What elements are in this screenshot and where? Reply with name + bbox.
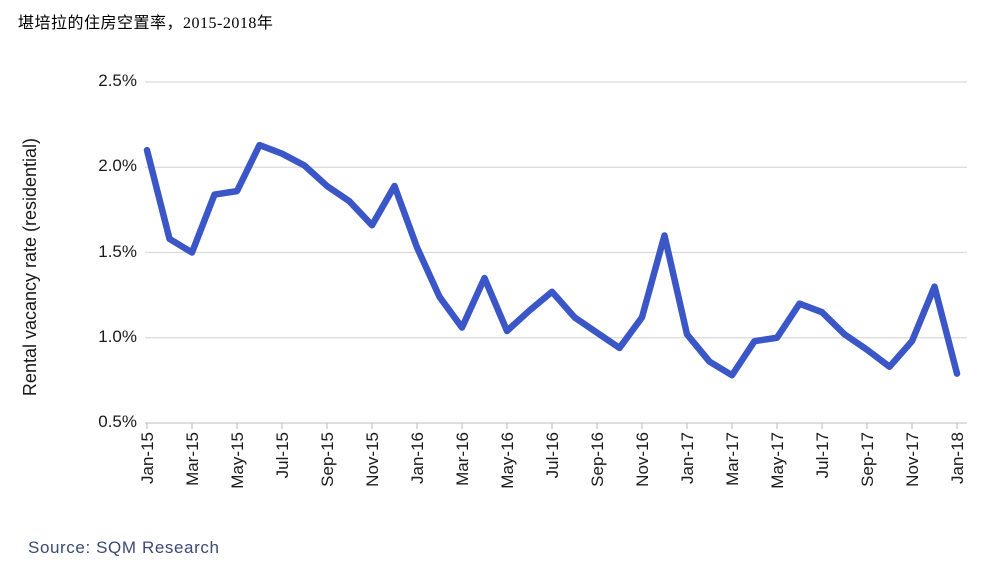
source-note: Source: SQM Research [28,538,220,557]
x-tick-label: Nov-15 [363,432,382,487]
x-tick-label: Jul-17 [813,432,832,479]
y-axis-title: Rental vacancy rate (residential) [20,137,40,397]
x-tick-label: May-17 [768,432,787,489]
chart-title: 堪培拉的住房空置率，2015-2018年 [18,15,274,32]
x-tick-label: Mar-15 [183,432,202,486]
plot-area [143,81,967,429]
y-tick-label: 0.5% [98,412,137,431]
x-tick-label: Mar-17 [723,432,742,486]
x-tick-label: Nov-16 [633,432,652,487]
x-tick-label: Jul-15 [273,432,292,479]
y-tick-label: 2.5% [98,71,137,90]
x-tick-label: May-16 [498,432,517,489]
x-tick-label: Nov-17 [903,432,922,487]
x-tick-label: Sep-15 [318,432,337,487]
y-tick-label: 1.5% [98,241,137,261]
x-tick-label: Jan-15 [138,432,157,484]
x-tick-label: Jan-16 [408,432,427,484]
x-tick-label: Sep-16 [588,432,607,487]
x-tick-label: Jan-17 [678,432,697,484]
x-tick-label: Jul-16 [543,432,562,479]
y-tick-label: 2.0% [98,156,137,176]
x-tick-label: Sep-17 [858,432,877,487]
data-line [143,141,961,379]
x-tick-label: Mar-16 [453,432,472,486]
x-tick-label: Jan-18 [948,432,967,484]
x-tick-label: May-15 [228,432,247,489]
y-tick-label: 1.0% [98,326,137,346]
